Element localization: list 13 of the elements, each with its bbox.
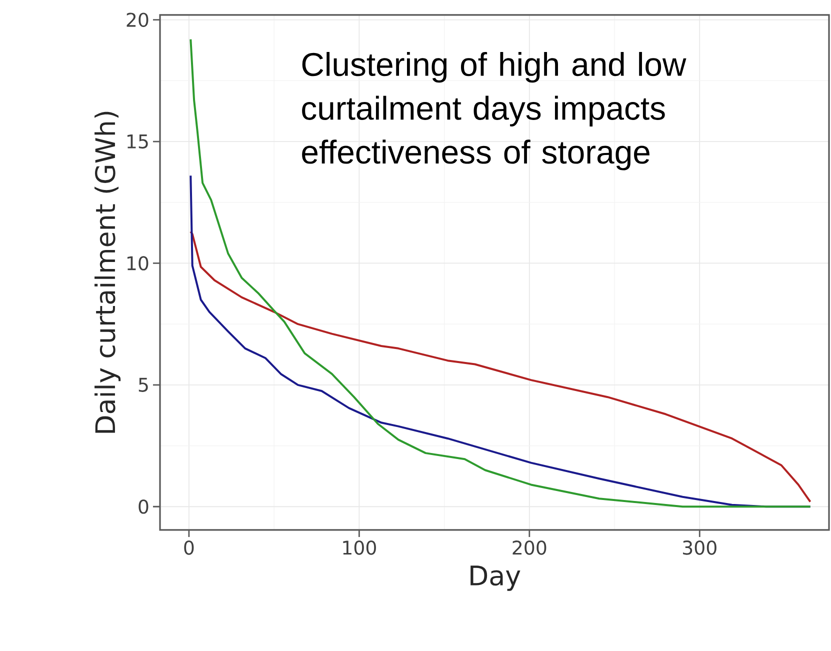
x-tick-label: 100 — [343, 540, 376, 555]
y-tick-label: 10 — [127, 256, 148, 270]
x-tick-label: 300 — [683, 540, 716, 555]
annotation: Clustering of high and low curtailment days impacts effectiveness of storage — [302, 52, 686, 170]
y-tick-label: 0 — [138, 499, 148, 514]
x-tick-label: 200 — [512, 540, 546, 555]
y-axis-title: Daily curtailment (GWh) — [94, 112, 121, 433]
y-tick-label: 20 — [126, 12, 148, 28]
x-axis-title: Day — [470, 566, 520, 591]
y-tick-label: 5 — [138, 378, 148, 392]
x-tick-label: 0 — [184, 540, 194, 555]
line-series — [190, 230, 812, 503]
y-tick-label: 15 — [127, 134, 148, 149]
